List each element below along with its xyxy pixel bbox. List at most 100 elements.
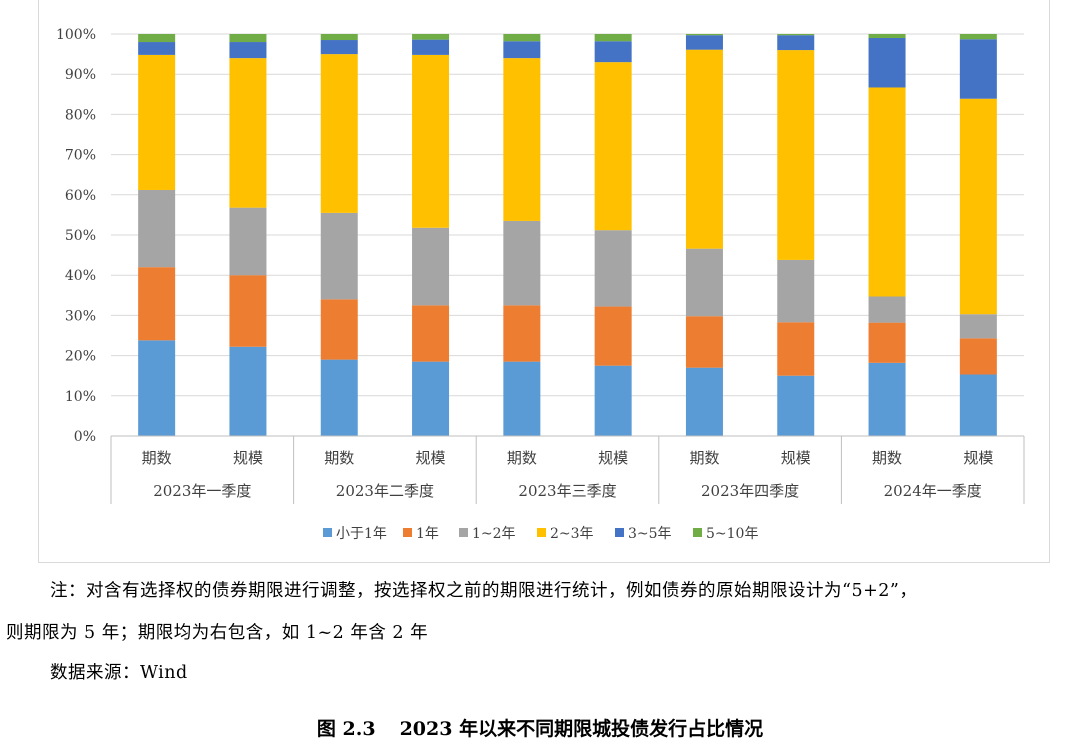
legend-swatch	[537, 528, 546, 537]
bar-segment	[594, 365, 632, 436]
bar-segment	[412, 361, 450, 436]
stacked-bar-chart: 0% 10% 20% 30% 40% 50% 60% 70% 80% 90% 100% 期数 规模 期数 规…	[56, 27, 1025, 542]
bar-segment	[503, 58, 541, 221]
y-tick-label: 50%	[65, 228, 96, 244]
x-group-label: 2023年四季度	[701, 482, 799, 500]
x-category-label: 规模	[233, 449, 263, 467]
x-category-label: 期数	[872, 449, 902, 467]
legend-label: 1~2年	[472, 526, 516, 542]
bar-segment	[777, 322, 815, 376]
x-group-label: 2024年一季度	[884, 482, 982, 500]
bar-segment	[685, 34, 723, 36]
caption-text: 2023 年以来不同期限城投债发行占比情况	[399, 718, 764, 740]
bar-segment	[594, 230, 632, 307]
x-category-label: 规模	[416, 449, 446, 467]
y-tick-label: 20%	[65, 349, 96, 365]
caption-number: 图 2.3	[316, 718, 376, 740]
x-group-label: 2023年二季度	[336, 482, 434, 500]
bar-segment	[777, 34, 815, 36]
bar-segment	[320, 54, 358, 213]
y-tick-label: 10%	[65, 389, 96, 405]
bar-segment	[138, 267, 176, 341]
bar-segment	[503, 34, 541, 42]
y-tick-label: 100%	[56, 27, 96, 43]
x-category-label: 期数	[507, 449, 537, 467]
bar-segment	[138, 34, 176, 43]
bar-segment	[868, 38, 906, 88]
bar-segment	[229, 275, 267, 347]
bar-segment	[685, 316, 723, 368]
bar-segment	[959, 98, 997, 315]
bar-segment	[138, 340, 176, 436]
bar-segment	[320, 299, 358, 360]
legend-label: 3~5年	[628, 526, 672, 542]
x-group-label: 2023年一季度	[153, 482, 251, 500]
bar-segment	[412, 39, 450, 55]
note-line-2: 则期限为 5 年；期限均为右包含，如 1~2 年含 2 年	[6, 623, 429, 643]
bar-segment	[777, 35, 815, 51]
bar-segment	[412, 34, 450, 40]
bar-segment	[503, 41, 541, 59]
bar-segment	[594, 306, 632, 366]
bar-segment	[868, 322, 906, 363]
bar-segment	[412, 227, 450, 306]
bar-segment	[868, 34, 906, 39]
bar-segment	[229, 207, 267, 276]
bar-segment	[777, 375, 815, 436]
bar-segment	[138, 42, 176, 55]
bar-segment	[138, 189, 176, 268]
y-tick-label: 60%	[65, 188, 96, 204]
legend-swatch	[403, 528, 412, 537]
y-tick-label: 0%	[74, 429, 96, 445]
x-category-label: 规模	[781, 449, 811, 467]
bar-segment	[685, 367, 723, 436]
bar-segment	[320, 40, 358, 55]
bar-segment	[959, 314, 997, 339]
figure-caption: 图 2.3 2023 年以来不同期限城投债发行占比情况	[0, 714, 1080, 741]
x-category-label: 规模	[963, 449, 993, 467]
bar-segment	[138, 54, 176, 190]
bar-segment	[868, 362, 906, 436]
legend-swatch	[615, 528, 624, 537]
bar-segment	[412, 305, 450, 362]
bar-segment	[320, 359, 358, 436]
bar-segment	[503, 220, 541, 306]
bar-segment	[868, 87, 906, 297]
bar-segment	[503, 361, 541, 436]
legend-swatch	[459, 528, 468, 537]
bar-segment	[229, 34, 267, 43]
legend-label: 2~3年	[550, 526, 594, 542]
bar-segment	[959, 39, 997, 99]
bar-segment	[594, 41, 632, 63]
bar-segment	[412, 54, 450, 228]
x-group-label: 2023年三季度	[518, 482, 616, 500]
bar-segment	[594, 62, 632, 231]
legend-label: 1年	[416, 526, 439, 542]
bar-segment	[594, 34, 632, 42]
bar-segment	[320, 212, 358, 300]
legend-swatch	[323, 528, 332, 537]
legend-label: 小于1年	[336, 526, 387, 542]
bar-segment	[229, 58, 267, 208]
data-source: 数据来源：Wind	[50, 663, 188, 683]
bar-segment	[777, 50, 815, 260]
bar-segment	[685, 49, 723, 249]
x-category-label: 期数	[324, 449, 354, 467]
bar-segment	[959, 338, 997, 375]
bar-segment	[229, 42, 267, 59]
x-category-label: 规模	[598, 449, 628, 467]
y-tick-label: 30%	[65, 308, 96, 324]
y-tick-label: 40%	[65, 268, 96, 284]
bar-segment	[685, 248, 723, 317]
bar-segment	[503, 305, 541, 362]
bar-segment	[777, 259, 815, 323]
bar-segment	[959, 34, 997, 40]
bar-segment	[868, 296, 906, 323]
bar-segment	[959, 374, 997, 436]
y-tick-label: 80%	[65, 107, 96, 123]
y-tick-label: 90%	[65, 67, 96, 83]
legend-swatch	[693, 528, 702, 537]
bar-segment	[229, 346, 267, 436]
legend-label: 5~10年	[706, 526, 758, 542]
y-tick-label: 70%	[65, 148, 96, 164]
